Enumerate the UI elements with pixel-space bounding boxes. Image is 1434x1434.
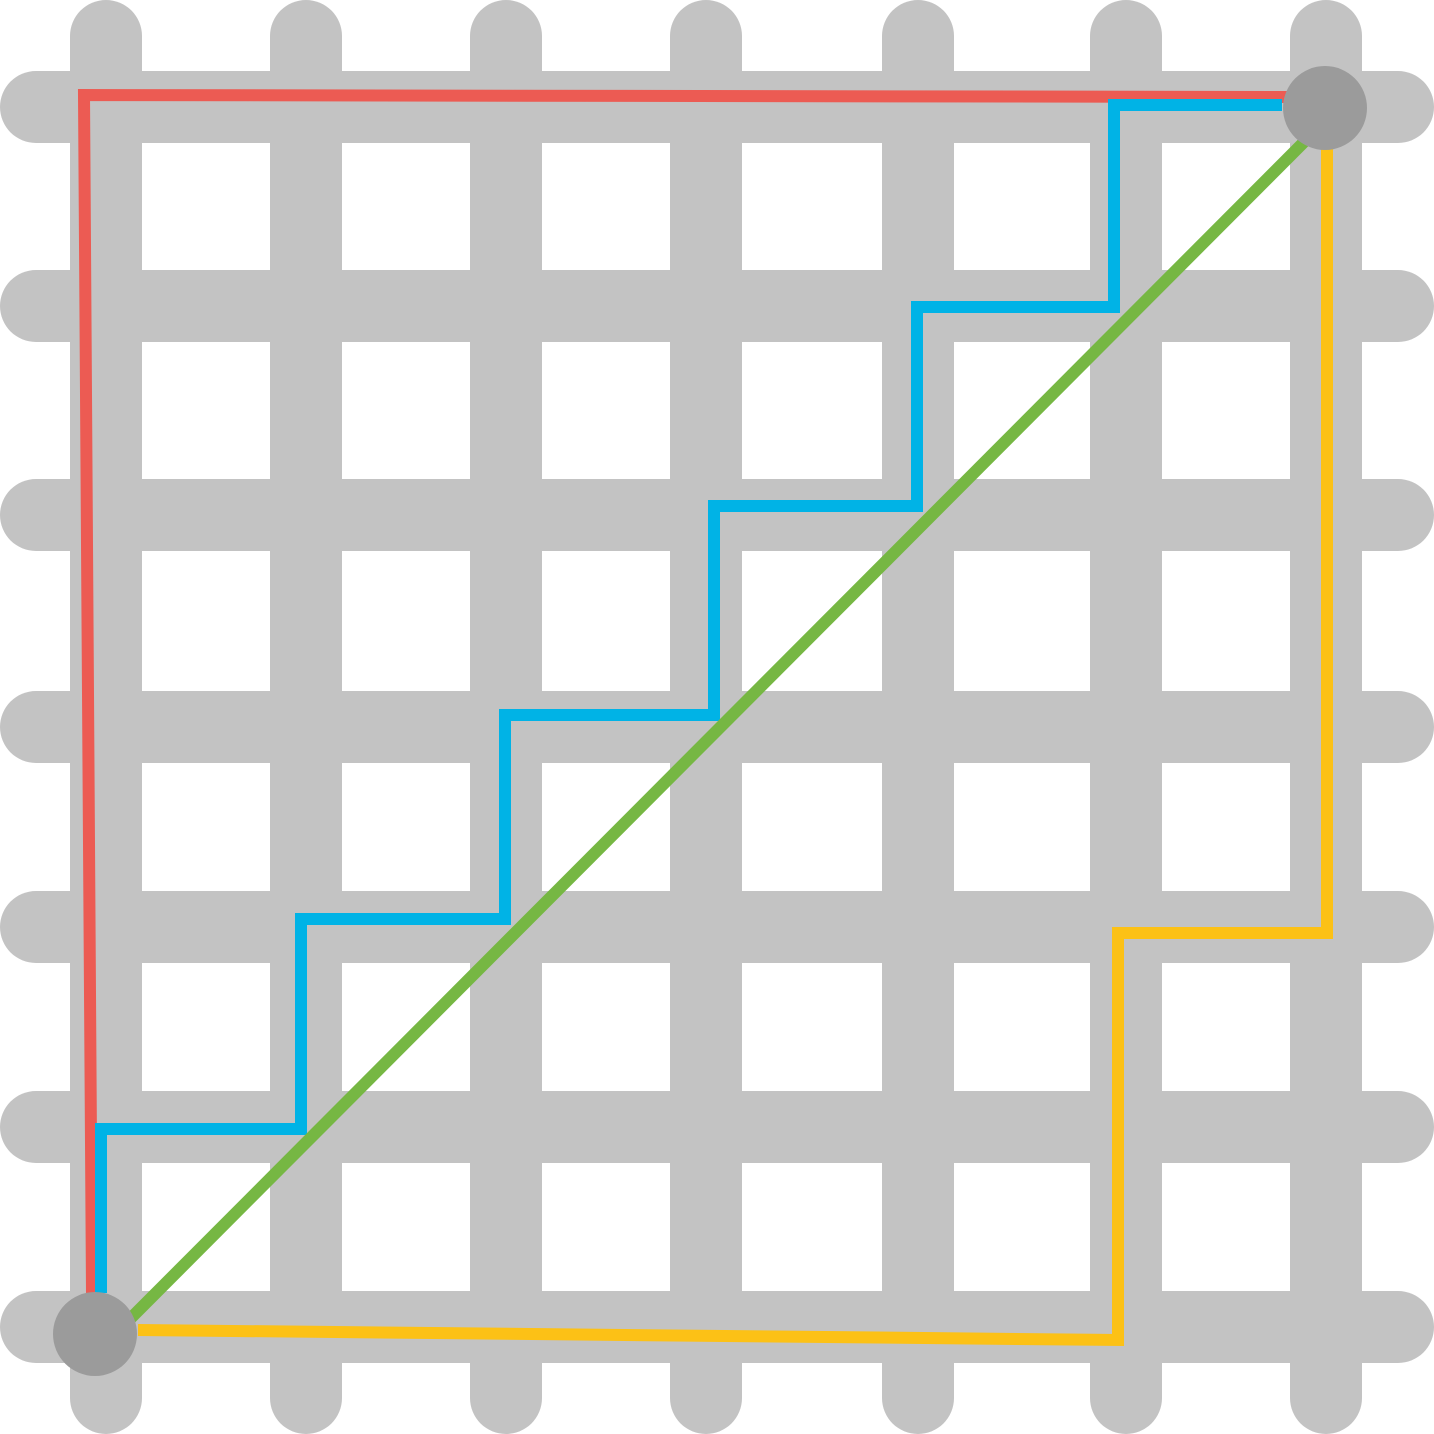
- red-path: [77, 88, 1288, 1294]
- endpoint-nodes: [53, 66, 1367, 1376]
- yellow-path: [137, 148, 1333, 1347]
- start-node: [53, 1292, 137, 1376]
- end-node: [1283, 66, 1367, 150]
- green-path: [126, 132, 1314, 1323]
- blue-path: [95, 99, 1282, 1293]
- route-paths: [77, 88, 1333, 1347]
